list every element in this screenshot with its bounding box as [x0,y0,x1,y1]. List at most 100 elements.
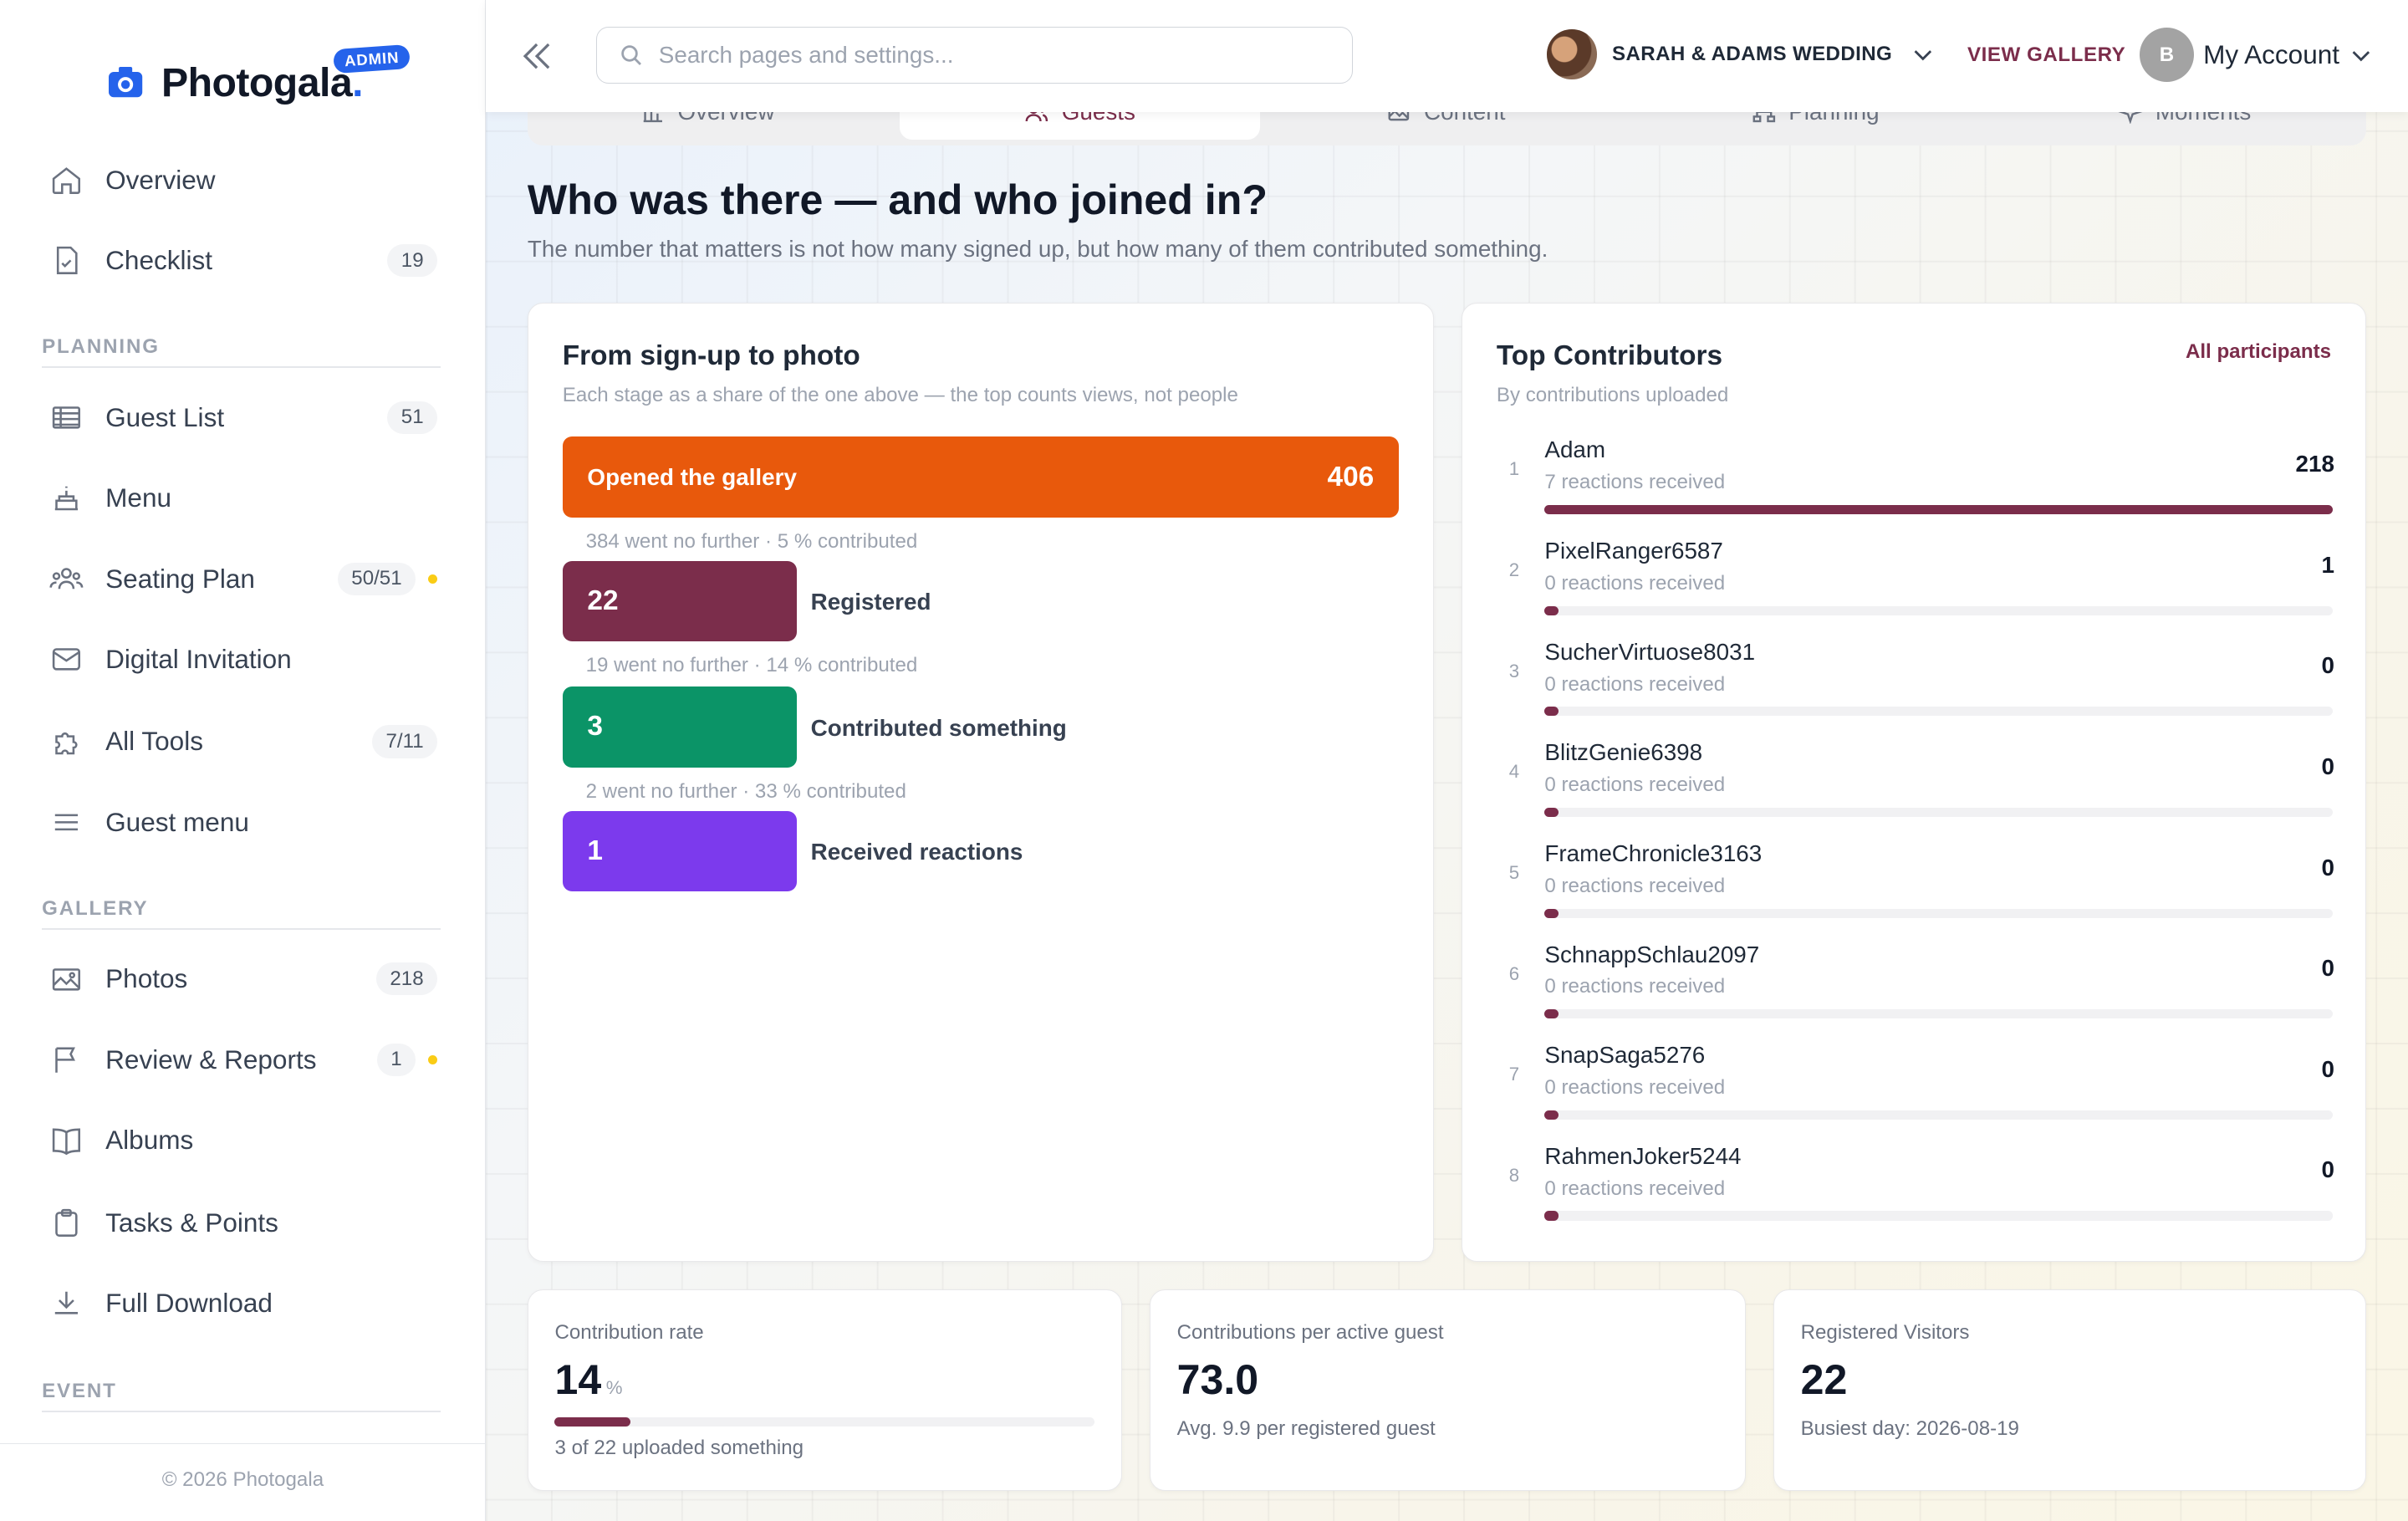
contributor-name: BlitzGenie6398 [1544,739,1703,766]
contributor-row[interactable]: 3 SucherVirtuose8031 0 reactions received 0 [1497,639,2334,735]
contributor-reactions: 0 reactions received [1544,1176,1726,1200]
kpi-footnote: Busiest day: 2026-08-19 [1800,1417,2019,1441]
sidebar-item-label: Review & Reports [105,1044,317,1074]
count-badge: 19 [387,244,438,278]
sidebar-item-label: Tasks & Points [105,1207,278,1238]
event-switcher[interactable]: SARAH & ADAMS WEDDING [1547,29,1936,79]
contributor-reactions: 0 reactions received [1544,874,1726,897]
contributor-bar-track [1544,908,2334,918]
search-icon [619,43,644,68]
contributor-row[interactable]: 8 RahmenJoker5244 0 reactions received 0 [1497,1143,2334,1239]
contributor-name: SucherVirtuose8031 [1544,638,1756,665]
funnel-card: From sign-up to photo Each stage as a sh… [527,302,1434,1262]
sidebar-item-all-tools[interactable]: All Tools 7/11 [34,707,453,776]
page-subtitle: The number that matters is not how many … [527,236,1548,263]
contributor-row[interactable]: 2 PixelRanger6587 0 reactions received 1 [1497,538,2334,634]
contributor-bar-track [1544,1009,2334,1019]
count-badge: 1 [376,1043,416,1076]
contributor-rank: 6 [1508,962,1520,984]
sidebar-item-label: All Tools [105,726,203,757]
funnel-stage-value: 3 [587,711,603,743]
sidebar-item-photos[interactable]: Photos 218 [34,945,453,1013]
kpi-label: Contribution rate [554,1321,704,1345]
contributor-count: 1 [2321,551,2334,578]
contributor-count: 0 [2321,753,2334,779]
sidebar-item-guest-menu[interactable]: Guest menu [34,789,453,857]
account-menu[interactable]: B My Account [2140,28,2374,83]
contributor-count: 0 [2321,1156,2334,1183]
notification-dot [428,574,438,584]
sidebar: Photogala. ADMIN Overview Checklist 19 P… [0,0,486,1521]
sidebar-item-label: Digital Invitation [105,644,292,675]
contributor-bar-track [1544,1110,2334,1120]
funnel-stage-value: 1 [587,835,603,866]
count-badge: 7/11 [371,725,438,758]
contributor-reactions: 0 reactions received [1544,1075,1726,1099]
search-box[interactable] [595,26,1354,84]
funnel-subtitle: Each stage as a share of the one above —… [562,384,1238,407]
image-icon [49,962,84,997]
contributor-row[interactable]: 5 FrameChronicle3163 0 reactions received 0 [1497,840,2334,937]
main-content: Overview Guests Content Planning Moments… [485,0,2408,1521]
kpi-unit: % [605,1377,623,1399]
sidebar-item-label: Albums [105,1125,194,1156]
contributor-reactions: 0 reactions received [1544,571,1726,595]
kpi-footnote: 3 of 22 uploaded something [554,1436,804,1459]
contributor-bar-fill [1544,1211,1559,1221]
count-badge: 51 [387,401,438,434]
contributor-name: Adam [1544,436,1606,463]
contributor-row[interactable]: 4 BlitzGenie6398 0 reactions received 0 [1497,739,2334,835]
sidebar-item-label: Overview [105,164,216,195]
sidebar-item-digital-invitation[interactable]: Digital Invitation [34,625,453,694]
collapse-sidebar-icon[interactable] [517,36,557,76]
book-icon [49,1124,84,1158]
contributor-rank: 3 [1508,660,1520,681]
table-icon [49,401,84,435]
chevron-down-icon [1911,42,1936,67]
contributor-name: PixelRanger6587 [1544,538,1723,564]
kpi-progress-fill [554,1417,631,1427]
flag-icon [49,1043,84,1077]
contributor-rank: 1 [1508,458,1520,480]
cake-icon [49,481,84,515]
contributor-rank: 2 [1508,559,1520,581]
contributor-rank: 8 [1508,1164,1520,1186]
contributor-bar-fill [1544,1009,1559,1019]
count-badge: 218 [375,962,438,996]
sidebar-item-guest-list[interactable]: Guest List 51 [34,383,453,452]
contributor-bar-fill [1544,707,1559,717]
funnel-stage-label: Registered [810,589,931,615]
sidebar-item-label: Guest List [105,401,225,432]
contributor-row[interactable]: 6 SchnappSchlau2097 0 reactions received 0 [1497,942,2334,1038]
funnel-dropoff: 384 went no further · 5 % contributed [585,529,918,553]
view-gallery-link[interactable]: VIEW GALLERY [1967,43,2126,66]
funnel-stage-reactions: 1 [562,810,797,892]
sidebar-item-seating-plan[interactable]: Seating Plan 50/51 [34,544,453,613]
contributor-name: RahmenJoker5244 [1544,1142,1742,1169]
top-bar: SARAH & ADAMS WEDDING VIEW GALLERY B My … [485,0,2408,112]
sidebar-item-menu[interactable]: Menu [34,464,453,533]
contributor-name: SchnappSchlau2097 [1544,941,1760,967]
sidebar-item-review-reports[interactable]: Review & Reports 1 [34,1026,453,1095]
contributor-row[interactable]: 7 SnapSaga5276 0 reactions received 0 [1497,1042,2334,1138]
sidebar-item-full-download[interactable]: Full Download [34,1269,453,1338]
contributor-rank: 4 [1508,761,1520,783]
brand-logo[interactable]: Photogala. [105,59,364,106]
kpi-registered-visitors: Registered Visitors 22 Busiest day: 2026… [1773,1289,2366,1492]
funnel-stage-opened: Opened the gallery 406 [562,436,1399,518]
all-participants-link[interactable]: All participants [2185,340,2332,364]
sidebar-item-tasks-points[interactable]: Tasks & Points [34,1188,453,1257]
search-input[interactable] [658,41,1311,69]
sidebar-item-overview[interactable]: Overview [34,145,453,214]
sidebar-item-checklist[interactable]: Checklist 19 [34,227,453,295]
contributors-title: Top Contributors [1496,340,1723,372]
sidebar-item-label: Checklist [105,245,213,276]
home-icon [49,163,84,197]
kpi-value: 73.0 [1176,1356,1259,1404]
contributor-row[interactable]: 1 Adam 7 reactions received 218 [1497,436,2334,533]
kpi-footnote: Avg. 9.9 per registered guest [1176,1417,1436,1441]
people-icon [49,562,84,596]
page-title: Who was there — and who joined in? [527,176,1268,223]
sidebar-item-albums[interactable]: Albums [34,1106,453,1175]
contributor-bar-track [1544,1211,2334,1221]
